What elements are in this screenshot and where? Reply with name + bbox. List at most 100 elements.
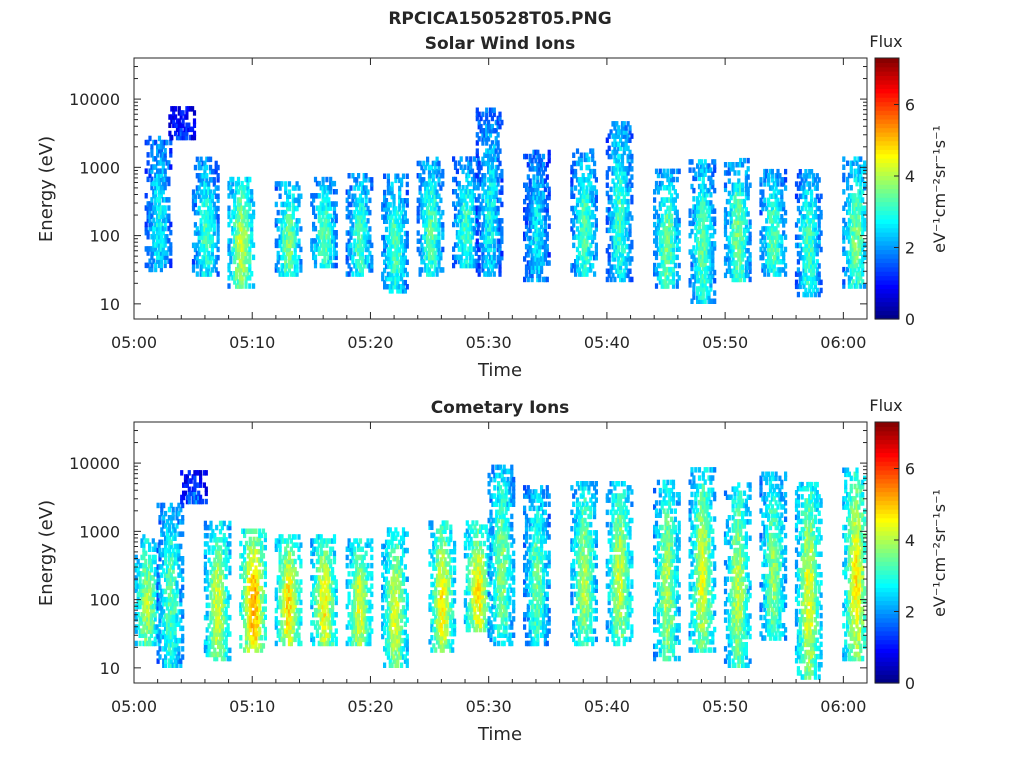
flux-cell bbox=[587, 226, 591, 232]
flux-cell bbox=[490, 140, 494, 146]
flux-cell bbox=[429, 209, 433, 216]
flux-cell bbox=[759, 177, 763, 183]
flux-cell bbox=[148, 620, 152, 626]
flux-cell bbox=[134, 554, 138, 561]
flux-cell bbox=[246, 242, 250, 248]
flux-cell bbox=[400, 275, 404, 282]
flux-cell bbox=[579, 156, 583, 163]
flux-cell bbox=[575, 197, 580, 204]
flux-cell bbox=[398, 206, 402, 212]
flux-cell bbox=[246, 180, 250, 187]
flux-cell bbox=[214, 193, 218, 199]
flux-cell bbox=[280, 246, 284, 253]
flux-cell bbox=[203, 246, 207, 253]
flux-cell bbox=[810, 230, 814, 236]
flux-cell bbox=[581, 259, 585, 265]
flux-cell bbox=[662, 254, 666, 261]
flux-cell bbox=[152, 193, 156, 199]
flux-cell bbox=[291, 226, 295, 232]
flux-cell bbox=[733, 272, 737, 279]
flux-cell bbox=[394, 279, 398, 286]
flux-cell bbox=[804, 169, 808, 175]
flux-cell bbox=[536, 170, 540, 176]
flux-cell bbox=[617, 235, 621, 242]
flux-cell bbox=[607, 133, 611, 139]
flux-cell bbox=[488, 128, 493, 134]
flux-cell bbox=[431, 197, 435, 204]
flux-cell bbox=[437, 218, 441, 224]
flux-cell bbox=[701, 171, 705, 177]
flux-cell bbox=[739, 231, 743, 238]
flux-cell bbox=[587, 173, 591, 179]
flux-cell bbox=[585, 214, 589, 220]
flux-cell bbox=[620, 186, 625, 193]
flux-cell bbox=[477, 254, 481, 261]
flux-cell bbox=[630, 239, 634, 246]
flux-cell bbox=[240, 185, 244, 191]
flux-cell bbox=[666, 226, 670, 232]
flux-cell bbox=[768, 185, 773, 191]
flux-cell bbox=[668, 254, 672, 261]
flux-cell bbox=[144, 139, 148, 146]
flux-cell bbox=[813, 283, 817, 290]
flux-cell bbox=[287, 222, 292, 228]
flux-cell bbox=[802, 226, 806, 232]
colorbar-swatch bbox=[875, 62, 899, 68]
flux-cell bbox=[289, 259, 293, 265]
flux-cell bbox=[161, 242, 165, 248]
flux-cell bbox=[859, 275, 863, 281]
flux-cell bbox=[207, 267, 211, 273]
flux-cell bbox=[707, 224, 711, 231]
flux-cell bbox=[733, 219, 737, 225]
flux-cell bbox=[660, 246, 664, 252]
flux-cell bbox=[526, 264, 530, 270]
flux-cell bbox=[201, 234, 205, 240]
flux-cell bbox=[782, 259, 786, 265]
flux-cell bbox=[761, 201, 765, 208]
flux-cell bbox=[310, 193, 314, 199]
flux-cell bbox=[581, 189, 585, 195]
flux-cell bbox=[197, 164, 201, 171]
flux-cell bbox=[530, 166, 534, 172]
flux-cell bbox=[229, 271, 233, 277]
flux-cell bbox=[664, 279, 668, 285]
flux-cell bbox=[416, 238, 420, 244]
flux-cell bbox=[615, 186, 619, 193]
flux-cell bbox=[244, 176, 248, 183]
flux-cell bbox=[362, 238, 366, 244]
flux-cell bbox=[280, 238, 284, 244]
flux-cell bbox=[658, 271, 662, 277]
flux-cell bbox=[357, 209, 361, 216]
flux-cell bbox=[744, 211, 748, 217]
colorbar-swatch bbox=[875, 184, 899, 190]
flux-cell bbox=[422, 177, 426, 183]
flux-cell bbox=[626, 121, 630, 127]
colorbar-swatch bbox=[875, 271, 899, 277]
flux-cell bbox=[664, 271, 668, 277]
flux-cell bbox=[236, 266, 241, 273]
flux-cell bbox=[398, 251, 402, 257]
flux-cell bbox=[481, 173, 485, 179]
flux-cell bbox=[138, 640, 142, 647]
flux-cell bbox=[169, 229, 173, 236]
flux-cell bbox=[733, 260, 737, 266]
flux-cell bbox=[156, 650, 160, 656]
flux-cell bbox=[334, 250, 338, 256]
flux-cell bbox=[847, 201, 851, 207]
flux-cell bbox=[158, 605, 162, 611]
flux-cell bbox=[500, 177, 504, 183]
flux-cell bbox=[617, 190, 621, 197]
flux-cell bbox=[523, 153, 527, 160]
flux-cell bbox=[697, 220, 702, 227]
flux-cell bbox=[216, 271, 220, 277]
flux-cell bbox=[697, 241, 702, 247]
flux-cell bbox=[475, 263, 479, 269]
flux-cell bbox=[666, 168, 670, 175]
flux-cell bbox=[583, 201, 587, 208]
flux-cell bbox=[585, 209, 589, 216]
flux-cell bbox=[658, 168, 662, 175]
flux-cell bbox=[690, 298, 694, 304]
flux-cell bbox=[347, 209, 351, 216]
colorbar-swatch bbox=[875, 105, 899, 111]
flux-cell bbox=[165, 238, 169, 244]
